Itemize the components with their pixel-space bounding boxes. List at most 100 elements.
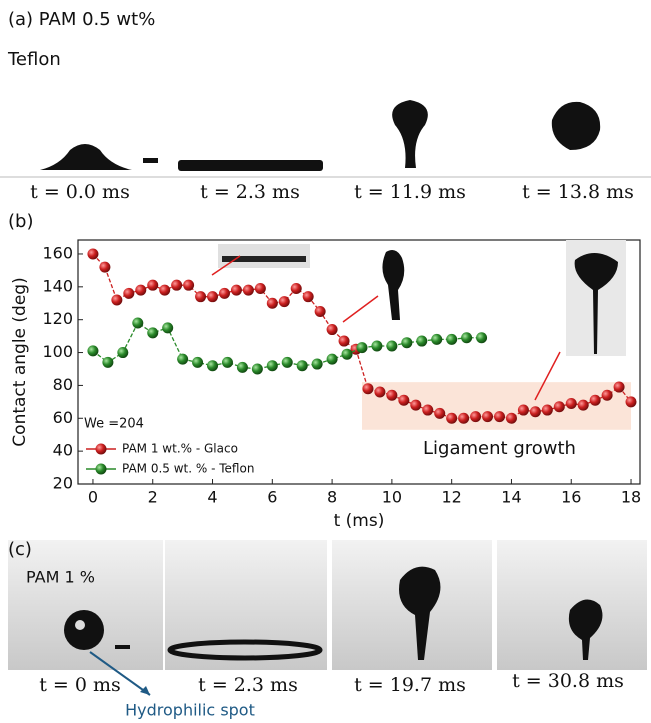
data-point xyxy=(356,342,367,353)
data-point xyxy=(362,383,373,394)
data-point xyxy=(554,401,565,412)
y-tick-label: 160 xyxy=(42,243,73,262)
x-tick-label: 2 xyxy=(148,488,158,507)
data-point xyxy=(494,411,505,422)
data-point xyxy=(183,280,194,291)
data-point xyxy=(626,396,637,407)
data-point xyxy=(255,283,266,294)
data-point xyxy=(470,411,481,422)
data-point xyxy=(386,390,397,401)
data-point xyxy=(87,248,98,259)
annotation: Ligament growth xyxy=(423,438,576,459)
panel-c-label: (c) xyxy=(8,539,32,560)
data-point xyxy=(434,408,445,419)
figure: (a) PAM 0.5 wt% Teflon t = 0.0 ms t = 2.… xyxy=(0,0,651,723)
time-label: t = 13.8 ms xyxy=(522,181,634,203)
x-axis-title: t (ms) xyxy=(334,511,385,531)
highlight-region xyxy=(362,382,631,430)
data-point xyxy=(342,349,353,360)
data-point xyxy=(374,386,385,397)
x-tick-label: 6 xyxy=(267,488,277,507)
data-point xyxy=(446,334,457,345)
drop-images-c xyxy=(8,540,647,670)
x-tick-label: 12 xyxy=(441,488,461,507)
x-tick-label: 10 xyxy=(382,488,402,507)
legend-marker xyxy=(96,444,107,455)
data-point xyxy=(177,354,188,365)
data-point xyxy=(303,291,314,302)
data-point xyxy=(243,285,254,296)
data-point xyxy=(410,400,421,411)
data-point xyxy=(159,285,170,296)
data-point xyxy=(566,398,577,409)
data-point xyxy=(506,413,517,424)
data-point xyxy=(279,296,290,307)
y-tick-label: 60 xyxy=(53,408,73,427)
data-point xyxy=(147,327,158,338)
panel-a-label: (a) PAM 0.5 wt% xyxy=(8,9,155,30)
x-tick-label: 8 xyxy=(327,488,337,507)
data-point xyxy=(99,262,110,273)
data-point xyxy=(207,360,218,371)
callout-label: Hydrophilic spot xyxy=(125,701,255,720)
data-point xyxy=(87,345,98,356)
data-point xyxy=(297,360,308,371)
time-label: t = 2.3 ms xyxy=(198,674,298,696)
data-point xyxy=(207,291,218,302)
y-tick-label: 80 xyxy=(53,375,73,394)
x-tick-label: 4 xyxy=(207,488,217,507)
time-label: t = 30.8 ms xyxy=(512,670,624,692)
data-point xyxy=(291,283,302,294)
data-point xyxy=(282,357,293,368)
data-point xyxy=(578,400,589,411)
data-point xyxy=(252,363,263,374)
data-point xyxy=(315,306,326,317)
data-point xyxy=(461,332,472,343)
data-point xyxy=(102,357,113,368)
data-point xyxy=(422,405,433,416)
data-point xyxy=(590,395,601,406)
data-point xyxy=(476,332,487,343)
data-point xyxy=(312,359,323,370)
y-tick-label: 120 xyxy=(42,309,73,328)
callout-arrowhead xyxy=(140,686,150,695)
data-point xyxy=(339,336,350,347)
data-point xyxy=(192,357,203,368)
data-point xyxy=(222,357,233,368)
panel-b-label: (b) xyxy=(8,211,33,232)
data-point xyxy=(117,347,128,358)
data-point xyxy=(542,405,553,416)
data-point xyxy=(401,337,412,348)
data-point xyxy=(614,382,625,393)
data-point xyxy=(416,336,427,347)
data-point xyxy=(602,390,613,401)
data-point xyxy=(458,413,469,424)
legend-label: PAM 0.5 wt. % - Teflon xyxy=(122,462,254,476)
time-label: t = 2.3 ms xyxy=(200,181,300,203)
x-tick-label: 18 xyxy=(621,488,641,507)
surface-label: Teflon xyxy=(7,49,61,70)
time-label: t = 0.0 ms xyxy=(30,181,130,203)
data-point xyxy=(386,340,397,351)
y-tick-label: 100 xyxy=(42,342,73,361)
data-point xyxy=(219,288,230,299)
data-point xyxy=(162,322,173,333)
time-label: t = 0 ms xyxy=(39,674,121,696)
data-point xyxy=(237,362,248,373)
data-point xyxy=(267,360,278,371)
data-point xyxy=(195,291,206,302)
data-point xyxy=(327,354,338,365)
data-point xyxy=(327,324,338,335)
data-point xyxy=(132,317,143,328)
data-point xyxy=(123,288,134,299)
x-tick-label: 14 xyxy=(501,488,521,507)
data-point xyxy=(171,280,182,291)
time-label: t = 11.9 ms xyxy=(354,181,466,203)
inset-arrow xyxy=(343,296,378,322)
y-tick-label: 20 xyxy=(53,474,73,493)
data-point xyxy=(482,411,493,422)
x-tick-label: 0 xyxy=(88,488,98,507)
data-point xyxy=(111,294,122,305)
x-tick-label: 16 xyxy=(561,488,581,507)
y-axis-title: Contact angle (deg) xyxy=(10,277,30,446)
